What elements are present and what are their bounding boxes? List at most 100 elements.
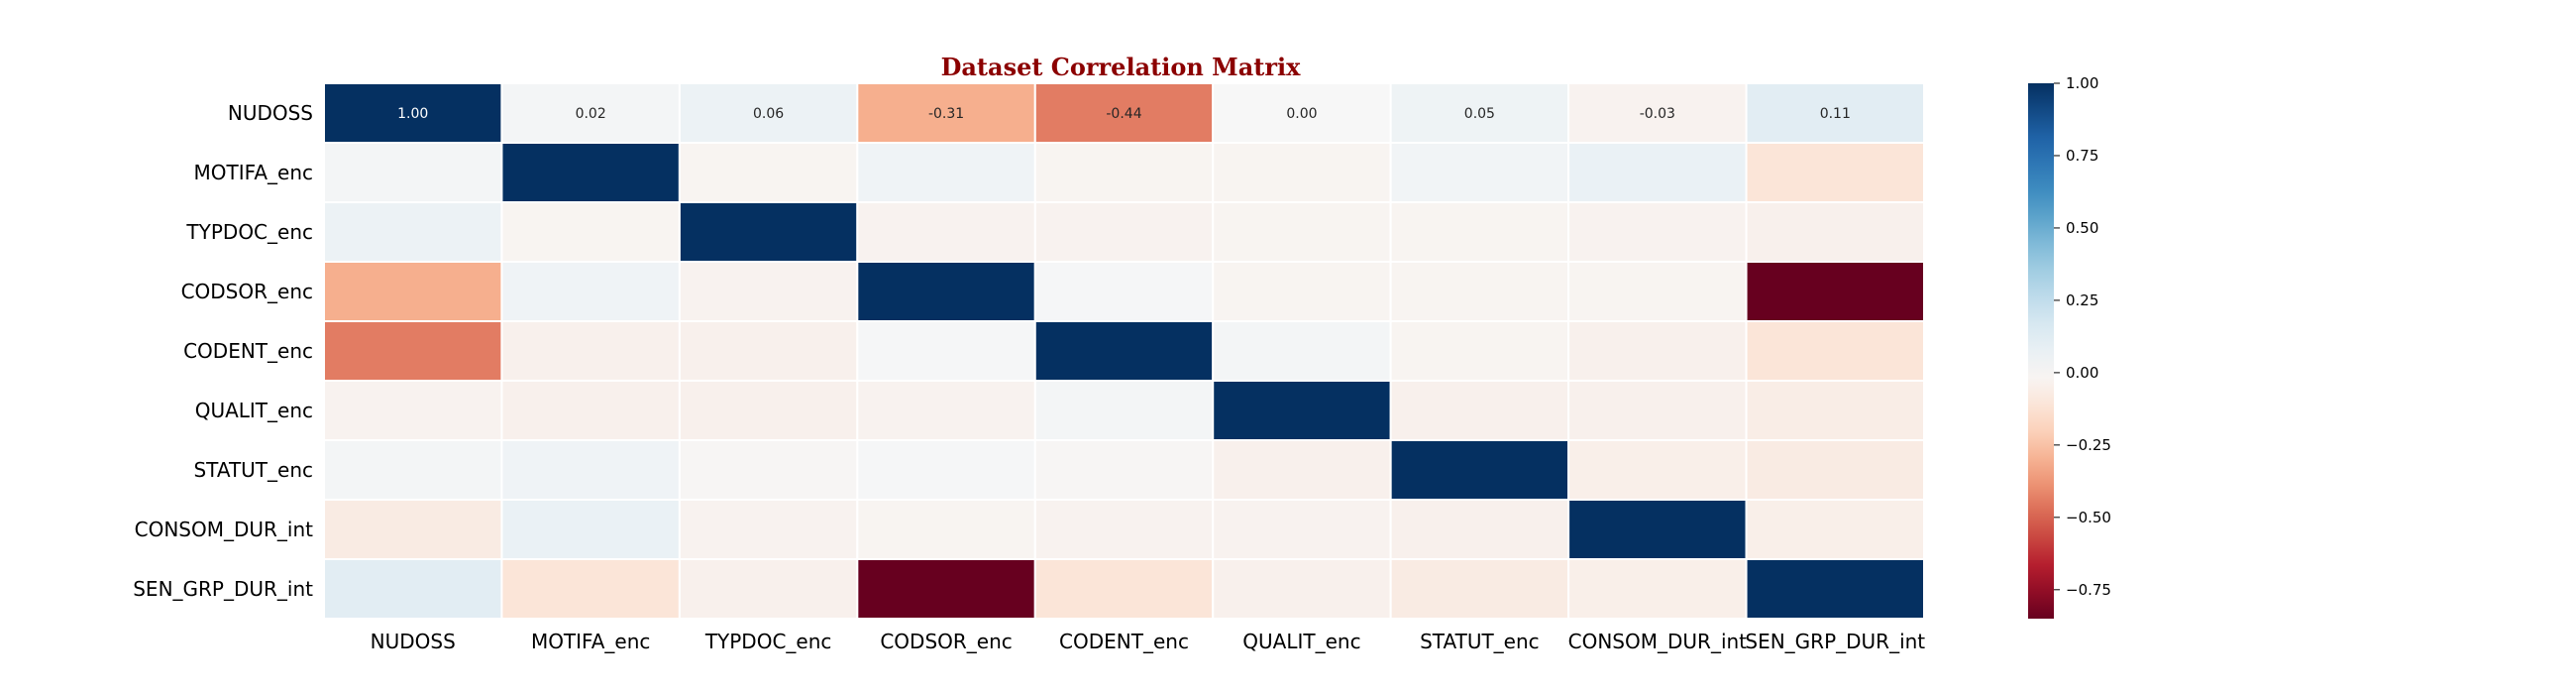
heatmap-cell	[1745, 380, 1925, 441]
heatmap-cell	[500, 558, 681, 620]
heatmap-cell	[1745, 320, 1925, 382]
y-tick-label: MOTIFA_enc	[194, 161, 313, 184]
heatmap-cell	[323, 380, 503, 441]
heatmap-annotations: 1.00 0.02 0.06 -0.31 -0.44 0.00 0.05 -0.03 0.11	[397, 106, 1851, 122]
x-tick-label: SEN_GRP_DUR_int	[1745, 630, 1925, 653]
heatmap-cell-value: 0.06	[753, 106, 784, 122]
heatmap-cell	[1212, 142, 1392, 203]
heatmap-cell	[678, 499, 859, 560]
heatmap-cell	[1567, 82, 1748, 144]
y-tick-label: STATUT_enc	[193, 458, 313, 482]
colorbar-tick-label: −0.25	[2066, 436, 2111, 454]
heatmap-cell	[856, 142, 1036, 203]
heatmap-cell	[323, 142, 503, 203]
heatmap-cell-value: -0.44	[1106, 106, 1141, 122]
heatmap-cell	[323, 499, 503, 560]
y-axis-tick-labels: NUDOSS MOTIFA_enc TYPDOC_enc CODSOR_enc CODE…	[133, 101, 313, 601]
colorbar-tick-label: −0.75	[2066, 581, 2111, 599]
heatmap-cell-value: 0.02	[576, 106, 606, 122]
heatmap-cell	[1745, 201, 1925, 263]
heatmap-cell	[1212, 82, 1392, 144]
colorbar-tick-label: 0.25	[2066, 291, 2098, 309]
heatmap-cell	[856, 201, 1036, 263]
heatmap-cell	[1567, 320, 1748, 382]
heatmap-cell	[500, 439, 681, 501]
heatmap-cell	[1033, 320, 1215, 382]
heatmap-cell	[1033, 499, 1215, 560]
heatmap-cell	[1389, 142, 1570, 203]
heatmap-cell	[1389, 380, 1570, 441]
heatmap-cell	[856, 499, 1036, 560]
heatmap-cell	[1567, 499, 1748, 560]
heatmap-cell	[1745, 558, 1925, 620]
heatmap-cell	[500, 380, 681, 441]
heatmap-cell	[323, 261, 503, 322]
heatmap-cell	[856, 380, 1036, 441]
heatmap-cell-value: 0.05	[1464, 106, 1495, 122]
heatmap-cell	[1745, 499, 1925, 560]
colorbar: 1.00 0.75 0.50 0.25 0.00 −0.25 −0.50 −0.75	[2028, 74, 2111, 619]
heatmap-cell	[323, 558, 503, 620]
colorbar-tick-label: 1.00	[2066, 74, 2098, 92]
heatmap-cell	[1033, 558, 1215, 620]
heatmap-cell	[1567, 439, 1748, 501]
heatmap-cell	[1745, 439, 1925, 501]
x-tick-label: NUDOSS	[371, 630, 456, 653]
heatmap-cell-value: 0.11	[1820, 106, 1851, 122]
y-tick-label: QUALIT_enc	[195, 399, 313, 422]
heatmap-cell	[323, 201, 503, 263]
heatmap-cell	[500, 201, 681, 263]
heatmap-cell	[678, 142, 859, 203]
heatmap-cell	[323, 439, 503, 501]
heatmap-cell	[1033, 380, 1215, 441]
heatmap-cells	[323, 82, 1925, 620]
heatmap-cell	[678, 439, 859, 501]
heatmap-cell	[500, 261, 681, 322]
x-tick-label: CONSOM_DUR_int	[1568, 630, 1748, 653]
heatmap-cell	[1567, 142, 1748, 203]
heatmap-cell	[1212, 201, 1392, 263]
heatmap-cell	[1745, 261, 1925, 322]
heatmap-cell	[1033, 201, 1215, 263]
heatmap-cell	[678, 261, 859, 322]
x-tick-label: CODSOR_enc	[880, 630, 1012, 653]
heatmap-cell	[500, 320, 681, 382]
y-tick-label: NUDOSS	[228, 101, 313, 125]
heatmap-cell	[678, 201, 859, 263]
colorbar-tick-label: 0.75	[2066, 147, 2098, 165]
y-tick-label: SEN_GRP_DUR_int	[133, 577, 313, 601]
colorbar-tick-label: 0.00	[2066, 364, 2098, 382]
heatmap-cell	[1212, 320, 1392, 382]
heatmap-cell-value: 1.00	[397, 106, 428, 122]
heatmap-cell	[1389, 499, 1570, 560]
heatmap-cell	[1212, 499, 1392, 560]
heatmap-cell	[1212, 380, 1392, 441]
heatmap-cell	[678, 320, 859, 382]
y-tick-label: CONSOM_DUR_int	[135, 518, 314, 541]
x-tick-label: QUALIT_enc	[1242, 630, 1360, 653]
heatmap-cell	[1212, 558, 1392, 620]
heatmap-cell	[1567, 380, 1748, 441]
heatmap-cell	[856, 320, 1036, 382]
heatmap-cell	[1567, 558, 1748, 620]
chart-title: Dataset Correlation Matrix	[941, 53, 1302, 81]
heatmap-cell	[1567, 261, 1748, 322]
heatmap-cell	[856, 558, 1036, 620]
colorbar-tick-label: 0.50	[2066, 219, 2098, 237]
heatmap-cell	[1389, 439, 1570, 501]
heatmap-cell	[500, 82, 681, 144]
heatmap-cell	[678, 558, 859, 620]
heatmap-cell	[678, 380, 859, 441]
y-tick-label: TYPDOC_enc	[185, 220, 313, 244]
x-tick-label: TYPDOC_enc	[704, 630, 832, 653]
x-tick-label: CODENT_enc	[1059, 630, 1189, 653]
heatmap-cell	[1033, 439, 1215, 501]
heatmap-cell	[1033, 261, 1215, 322]
x-tick-label: STATUT_enc	[1420, 630, 1540, 653]
heatmap-cell	[1567, 201, 1748, 263]
heatmap-cell	[1745, 142, 1925, 203]
x-axis-tick-labels: NUDOSS MOTIFA_enc TYPDOC_enc CODSOR_enc CODE…	[371, 630, 1926, 653]
colorbar-tick-label: −0.50	[2066, 509, 2111, 526]
heatmap-cell	[323, 82, 503, 144]
